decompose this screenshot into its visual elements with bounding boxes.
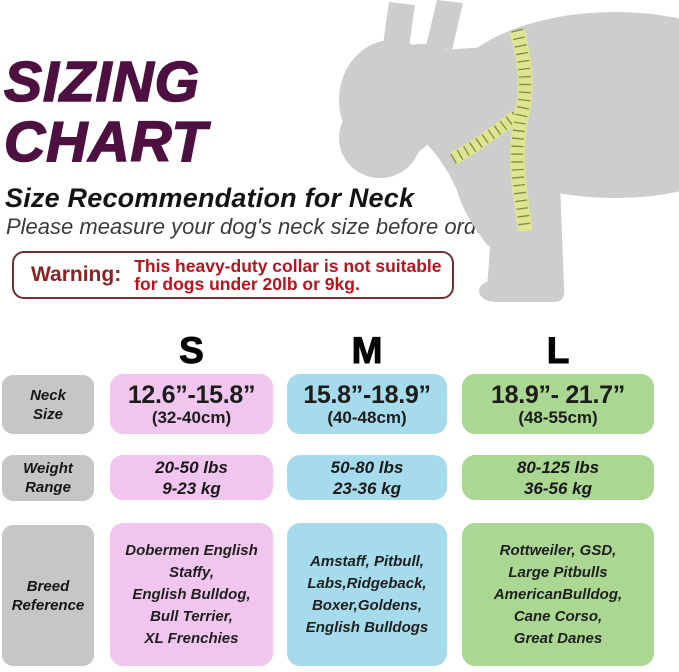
dog-with-measuring-tape-icon: [339, 0, 679, 302]
weight-range-cell-l: 80-125 lbs 36-56 kg: [462, 455, 654, 500]
neck-size-m-inches: 15.8”-18.9”: [303, 380, 431, 409]
subtitle: Size Recommendation for Neck: [5, 183, 415, 213]
neck-size-l-cm: (48-55cm): [518, 407, 598, 427]
neck-size-s-inches: 12.6”-15.8”: [127, 380, 256, 409]
dog-illustration: [330, 0, 679, 315]
measuring-tape-icon: [449, 28, 533, 232]
weight-range-cell-s: 20-50 lbs 9-23 kg: [110, 455, 273, 500]
page-title: SIZING CHART: [3, 50, 208, 174]
tagline: Please measure your dog's neck size befo…: [6, 214, 526, 239]
neck-size-cell-s: 12.6”-15.8” (32-40cm): [110, 374, 273, 434]
breed-reference-cell-m: Amstaff, Pitbull, Labs,Ridgeback, Boxer,…: [287, 523, 447, 666]
row-label-weight-range: Weight Range: [2, 455, 94, 501]
row-label-breed-reference: Breed Reference: [2, 525, 94, 666]
warning-box: Warning: This heavy-duty collar is not s…: [12, 251, 454, 299]
neck-size-cell-l: 18.9”- 21.7” (48-55cm): [462, 374, 654, 434]
dog-body-silhouette: [339, 0, 679, 302]
weight-range-cell-m: 50-80 lbs 23-36 kg: [287, 455, 447, 500]
column-header-s: S: [179, 330, 205, 371]
neck-size-s-cm: (32-40cm): [151, 407, 232, 427]
warning-label: Warning:: [31, 263, 122, 286]
column-header-l: L: [546, 330, 570, 371]
neck-size-l-inches: 18.9”- 21.7”: [491, 380, 625, 409]
warning-message: This heavy-duty collar is not suitable f…: [134, 255, 442, 294]
breed-reference-cell-l: Rottweiler, GSD, Large Pitbulls American…: [462, 523, 654, 666]
row-label-neck-size: Neck Size: [2, 375, 94, 434]
column-header-m: M: [351, 330, 383, 371]
breed-reference-cell-s: Dobermen English Staffy, English Bulldog…: [110, 523, 273, 666]
neck-size-cell-m: 15.8”-18.9” (40-48cm): [287, 374, 447, 434]
neck-size-m-cm: (40-48cm): [327, 407, 407, 427]
